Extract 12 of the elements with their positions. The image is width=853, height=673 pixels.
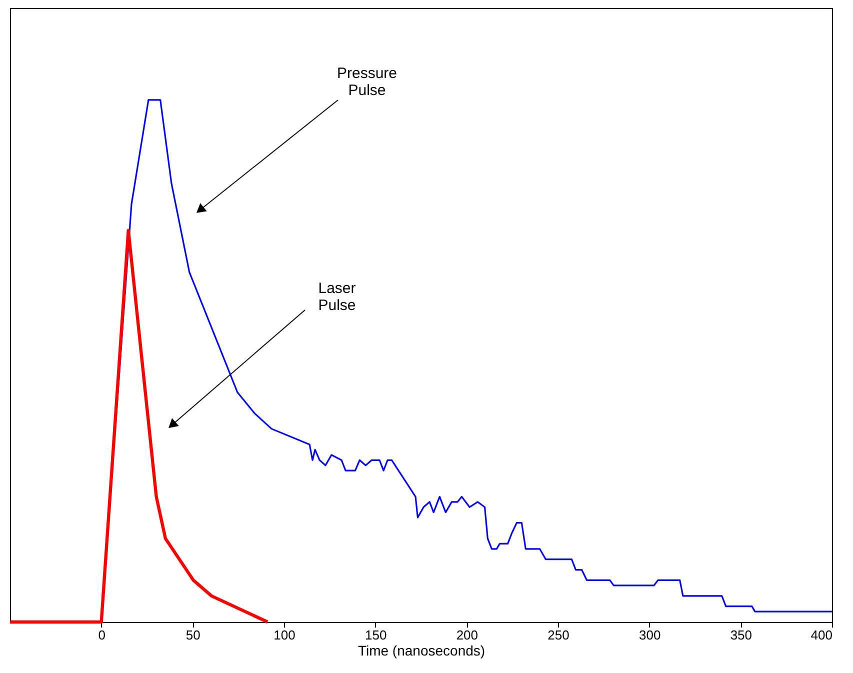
x-tick-label: 400 — [810, 628, 832, 642]
x-tick-label: 250 — [548, 628, 570, 642]
x-tick-label: 300 — [638, 628, 661, 642]
x-tick-label: 350 — [730, 628, 752, 642]
annotation: Laser Pulse — [318, 280, 356, 314]
x-tick-label: 50 — [186, 628, 200, 642]
x-tick-label: 150 — [364, 628, 387, 642]
x-tick-label: 200 — [456, 628, 478, 642]
x-tick-label: 0 — [98, 628, 106, 642]
text: Pressure Pulse — [336, 65, 398, 99]
x-tick-label: 100 — [274, 628, 296, 642]
x-axis-title: Time (nanoseconds) — [358, 642, 486, 658]
